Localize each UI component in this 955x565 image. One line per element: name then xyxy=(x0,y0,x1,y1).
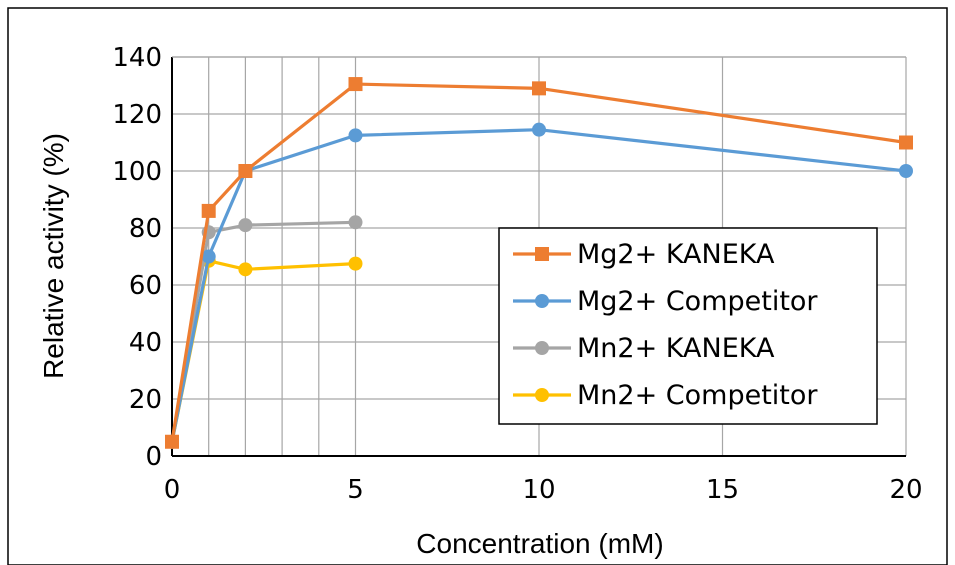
legend-label: Mn2+ KANEKA xyxy=(577,333,775,364)
x-tick-label: 5 xyxy=(347,475,364,505)
legend-label: Mn2+ Competitor xyxy=(577,380,818,411)
series-group xyxy=(165,77,913,449)
x-tick-labels: 0 5 10 15 20 xyxy=(164,475,923,505)
y-tick-label: 80 xyxy=(129,214,162,244)
legend-marker xyxy=(535,388,549,402)
data-point xyxy=(201,249,216,264)
y-tick-label: 100 xyxy=(112,157,162,187)
series-line xyxy=(170,220,356,443)
data-point xyxy=(348,256,363,271)
legend: Mg2+ KANEKA Mg2+ Competitor Mn2+ KANEKA Mn2… xyxy=(498,227,878,425)
y-tick-label: 20 xyxy=(129,385,162,415)
x-axis-title: Concentration (mM) xyxy=(416,528,663,559)
legend-entry: Mn2+ KANEKA xyxy=(513,333,775,364)
data-point xyxy=(165,434,179,449)
data-point xyxy=(238,164,253,178)
legend-entry: Mg2+ KANEKA xyxy=(513,239,775,270)
axes xyxy=(171,56,906,457)
data-point xyxy=(532,122,546,137)
y-tick-label: 0 xyxy=(145,442,162,472)
y-axis-title: Relative activity (%) xyxy=(38,133,69,379)
y-tick-label: 60 xyxy=(129,271,162,301)
x-tick-label: 15 xyxy=(706,475,739,505)
series-line xyxy=(170,82,907,443)
legend-label: Mg2+ KANEKA xyxy=(577,239,775,270)
legend-entry: Mn2+ Competitor xyxy=(513,380,818,411)
x-tick-label: 10 xyxy=(522,475,555,505)
x-tick-label: 20 xyxy=(889,475,922,505)
legend-entry: Mg2+ Competitor xyxy=(513,286,818,317)
y-tick-labels: 0 20 40 60 80 100 120 140 xyxy=(112,43,162,472)
x-tick-label: 0 xyxy=(164,475,181,505)
data-point xyxy=(238,218,253,233)
data-point xyxy=(348,215,363,230)
legend-marker xyxy=(535,247,549,261)
legend-marker xyxy=(535,294,549,308)
series-line xyxy=(170,128,907,443)
data-point xyxy=(348,128,363,143)
data-point xyxy=(201,203,216,218)
y-tick-label: 120 xyxy=(112,100,162,130)
y-tick-label: 40 xyxy=(129,328,162,358)
legend-label: Mg2+ Competitor xyxy=(577,286,818,317)
legend-marker xyxy=(535,341,549,355)
data-point xyxy=(348,77,363,92)
data-point xyxy=(532,81,546,96)
data-point xyxy=(899,135,913,150)
data-point xyxy=(899,164,913,178)
data-point xyxy=(238,262,253,277)
series-0 xyxy=(165,77,913,449)
y-tick-label: 140 xyxy=(112,43,162,73)
legend-box xyxy=(498,227,878,425)
